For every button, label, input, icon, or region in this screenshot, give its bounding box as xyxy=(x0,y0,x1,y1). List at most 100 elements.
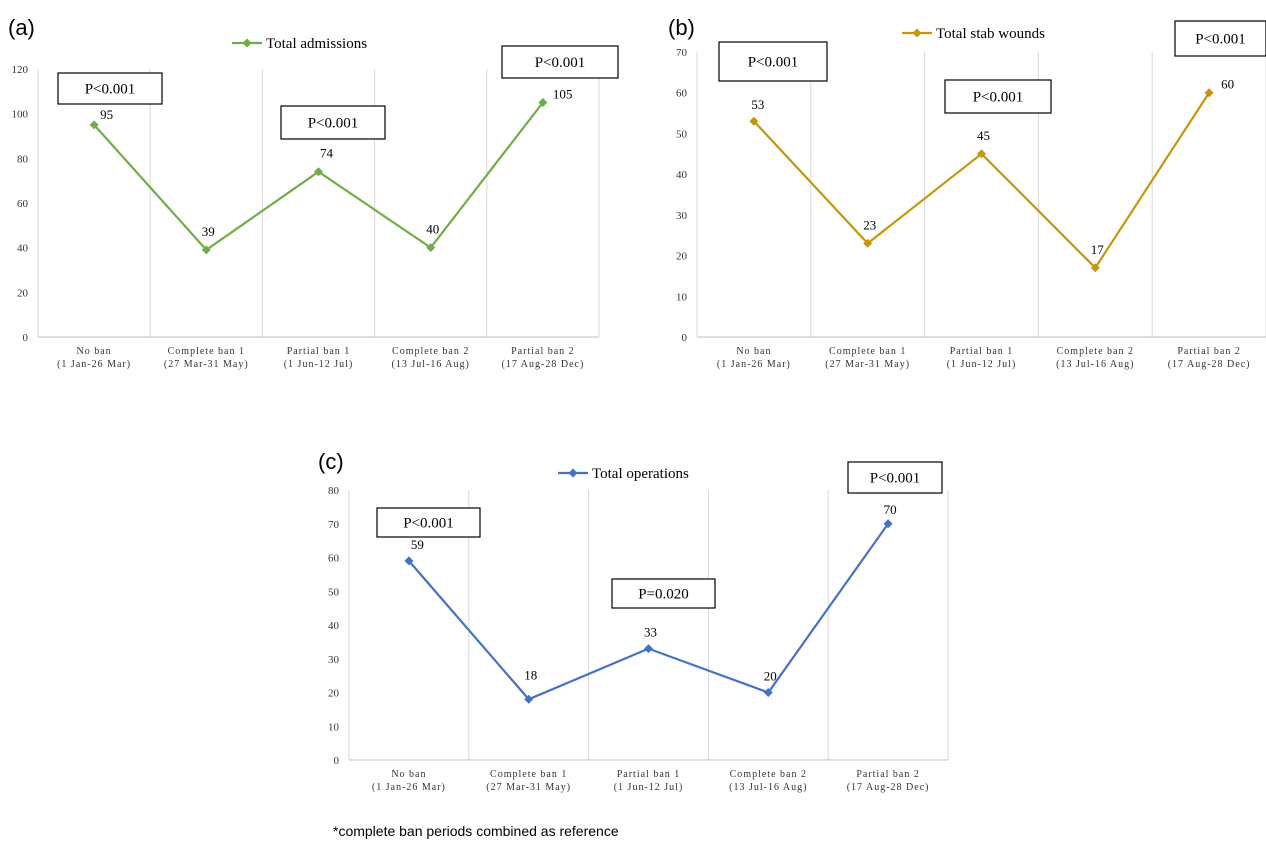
p-value-box xyxy=(376,507,481,538)
x-tick-label: (13 Jul-16 Aug) xyxy=(1056,359,1134,370)
legend: Total admissions xyxy=(232,36,367,52)
x-tick-label: (27 Mar-31 May) xyxy=(825,359,910,370)
data-point xyxy=(314,167,323,177)
data-point xyxy=(524,694,534,704)
data-point xyxy=(426,243,436,253)
y-tick-label: 20 xyxy=(328,688,340,700)
data-point xyxy=(977,149,986,159)
p-value-box xyxy=(847,461,943,494)
p-value-label: P<0.001 xyxy=(870,471,921,487)
data-label: 39 xyxy=(202,224,215,239)
p-value-box xyxy=(718,41,828,82)
y-tick-label: 20 xyxy=(17,287,29,299)
x-tick-label: Complete ban 2 xyxy=(1057,346,1134,357)
data-label: 53 xyxy=(751,97,764,112)
y-tick-label: 30 xyxy=(328,654,340,666)
x-tick-label: Partial ban 2 xyxy=(1177,346,1241,357)
data-label: 23 xyxy=(863,217,876,232)
data-point xyxy=(404,556,414,566)
x-tick-label: (1 Jun-12 Jul) xyxy=(614,782,684,793)
x-tick-label: No ban xyxy=(77,346,112,357)
legend: Total stab wounds xyxy=(902,26,1045,42)
y-tick-label: 30 xyxy=(676,210,688,222)
y-tick-label: 60 xyxy=(328,553,340,565)
x-tick-label: No ban xyxy=(736,346,771,357)
y-tick-label: 0 xyxy=(682,332,688,344)
data-label: 105 xyxy=(553,87,573,102)
y-tick-label: 40 xyxy=(676,169,688,181)
chart-panel: (a) 0 20 40 60 80 100 120 No ban (1 Jan-26 Mar) Co… xyxy=(8,15,619,370)
x-tick-label: No ban xyxy=(391,769,426,780)
p-value-box xyxy=(611,578,716,609)
data-point xyxy=(538,98,548,107)
y-tick-label: 60 xyxy=(676,88,688,100)
data-label: 60 xyxy=(1221,77,1234,92)
data-point xyxy=(749,116,759,126)
y-tick-label: 80 xyxy=(328,485,340,497)
p-value-label: P<0.001 xyxy=(535,55,586,71)
x-tick-label: Complete ban 2 xyxy=(730,769,807,780)
x-tick-label: (1 Jun-12 Jul) xyxy=(947,359,1017,370)
data-label: 95 xyxy=(100,107,113,122)
panel-letter: (b) xyxy=(668,15,695,40)
y-tick-label: 80 xyxy=(17,153,29,165)
legend-label: Total stab wounds xyxy=(936,26,1045,42)
footnote: *complete ban periods combined as refere… xyxy=(333,823,619,839)
x-tick-label: Complete ban 1 xyxy=(168,346,245,357)
data-label: 74 xyxy=(320,146,334,161)
p-value-label: P<0.001 xyxy=(85,82,136,98)
x-tick-label: (13 Jul-16 Aug) xyxy=(392,359,470,370)
y-tick-label: 0 xyxy=(23,332,29,344)
x-tick-label: (1 Jun-12 Jul) xyxy=(284,359,354,370)
p-value-label: P<0.001 xyxy=(308,116,359,132)
y-tick-label: 60 xyxy=(17,198,29,210)
panel-letter: (c) xyxy=(318,449,344,474)
legend-swatch-marker xyxy=(912,28,922,38)
data-point xyxy=(863,238,873,248)
chart-panel: (c) 0 10 20 30 40 50 60 70 80 No ban (1 Jan-26 Mar)… xyxy=(318,449,949,793)
data-label: 18 xyxy=(524,667,537,682)
data-point xyxy=(89,120,99,130)
p-value-box xyxy=(501,45,619,79)
x-tick-label: (27 Mar-31 May) xyxy=(486,782,571,793)
data-label: 17 xyxy=(1091,242,1105,257)
x-tick-label: Complete ban 2 xyxy=(392,346,469,357)
y-tick-label: 120 xyxy=(12,64,29,76)
data-point xyxy=(883,519,893,529)
p-value-label: P<0.001 xyxy=(1195,32,1246,48)
series-line xyxy=(753,92,1211,270)
x-tick-label: (13 Jul-16 Aug) xyxy=(729,782,807,793)
x-tick-label: (17 Aug-28 Dec) xyxy=(847,782,930,793)
p-value-box xyxy=(57,72,163,105)
x-tick-label: (1 Jan-26 Mar) xyxy=(57,359,131,370)
y-tick-label: 100 xyxy=(12,109,29,121)
x-tick-label: (1 Jan-26 Mar) xyxy=(717,359,791,370)
y-tick-label: 50 xyxy=(676,128,688,140)
data-point xyxy=(201,245,211,255)
data-label: 70 xyxy=(884,502,897,517)
y-tick-label: 0 xyxy=(334,755,340,767)
x-tick-label: (1 Jan-26 Mar) xyxy=(372,782,446,793)
y-tick-label: 20 xyxy=(676,251,688,263)
x-tick-label: (17 Aug-28 Dec) xyxy=(502,359,585,370)
y-tick-label: 70 xyxy=(676,47,688,59)
x-tick-label: Partial ban 1 xyxy=(617,769,681,780)
y-tick-label: 70 xyxy=(328,519,340,531)
x-tick-label: Complete ban 1 xyxy=(829,346,906,357)
y-tick-label: 10 xyxy=(328,721,340,733)
legend-swatch-marker xyxy=(242,38,252,48)
x-tick-label: Partial ban 1 xyxy=(950,346,1014,357)
x-tick-label: (27 Mar-31 May) xyxy=(164,359,249,370)
p-value-box xyxy=(280,105,386,140)
y-tick-label: 50 xyxy=(328,586,340,598)
data-point xyxy=(644,644,653,654)
data-label: 33 xyxy=(644,625,657,640)
x-tick-label: Partial ban 2 xyxy=(856,769,920,780)
panel-letter: (a) xyxy=(8,15,35,40)
data-point xyxy=(763,688,773,697)
data-label: 20 xyxy=(764,669,777,684)
x-tick-label: Complete ban 1 xyxy=(490,769,567,780)
legend-label: Total admissions xyxy=(266,36,367,52)
series-line xyxy=(408,523,889,701)
